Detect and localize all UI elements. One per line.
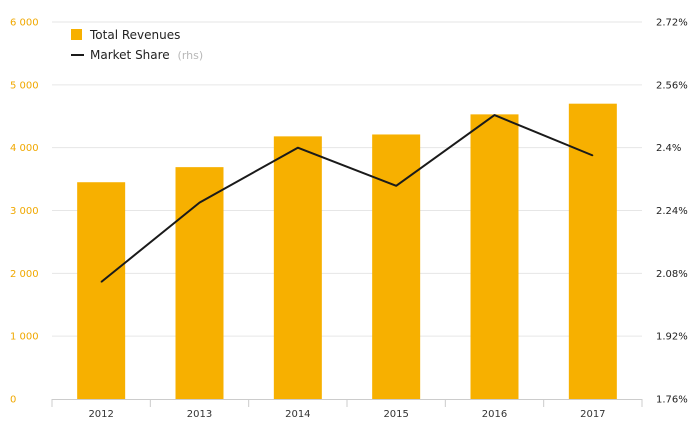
market-share-point-2016 bbox=[494, 114, 495, 116]
right-tick-label: 2.4% bbox=[656, 143, 681, 154]
market-share-point-2015 bbox=[395, 185, 397, 187]
market-share-point-2013 bbox=[199, 202, 200, 204]
bar-2012 bbox=[77, 182, 126, 399]
left-tick-label: 6 000 bbox=[10, 18, 39, 29]
legend-label-total-revenues: Total Revenues bbox=[89, 28, 180, 42]
right-tick-label: 1.76% bbox=[656, 395, 688, 406]
left-tick-label: 3 000 bbox=[10, 206, 39, 217]
right-tick-label: 2.08% bbox=[656, 269, 688, 280]
x-axis: 2012 2013 2014 2015 2016 2017 bbox=[51, 399, 643, 420]
bar-series-total-revenues bbox=[77, 103, 617, 400]
x-tick-label: 2015 bbox=[383, 409, 408, 420]
market-share-point-2014 bbox=[297, 147, 299, 149]
legend-label-market-share-note: (rhs) bbox=[178, 49, 204, 62]
left-tick-label: 2 000 bbox=[10, 269, 39, 280]
left-axis-ticks: 0 1 000 2 000 3 000 4 000 5 000 6 000 bbox=[10, 18, 39, 406]
bar-2016 bbox=[470, 114, 519, 400]
left-tick-label: 0 bbox=[10, 395, 16, 406]
right-axis-ticks: 1.76% 1.92% 2.08% 2.24% 2.4% 2.56% 2.72% bbox=[656, 18, 688, 406]
market-share-point-2012 bbox=[100, 281, 102, 283]
x-tick-label: 2013 bbox=[187, 409, 212, 420]
right-tick-label: 2.72% bbox=[656, 18, 688, 29]
market-share-line bbox=[100, 114, 594, 283]
legend-label-market-share-name: Market Share bbox=[90, 48, 170, 62]
left-tick-label: 1 000 bbox=[10, 332, 39, 343]
line-series-market-share bbox=[100, 114, 594, 283]
left-tick-label: 5 000 bbox=[10, 80, 39, 91]
right-tick-label: 1.92% bbox=[656, 332, 688, 343]
bar-2013 bbox=[175, 167, 224, 399]
x-tick-label: 2012 bbox=[88, 409, 113, 420]
grid-lines bbox=[52, 21, 642, 337]
x-tick-label: 2017 bbox=[580, 409, 605, 420]
x-tick-label: 2016 bbox=[482, 409, 507, 420]
market-share-point-2017 bbox=[592, 155, 594, 157]
legend: Total Revenues Market Share (rhs) bbox=[71, 28, 203, 62]
right-tick-label: 2.24% bbox=[656, 206, 688, 217]
legend-label-market-share: Market Share (rhs) bbox=[90, 48, 203, 62]
legend-swatch-total-revenues bbox=[71, 29, 82, 40]
left-tick-label: 4 000 bbox=[10, 143, 39, 154]
right-tick-label: 2.56% bbox=[656, 80, 688, 91]
bar-2014 bbox=[273, 136, 322, 399]
bar-2017 bbox=[568, 103, 617, 399]
x-tick-label: 2014 bbox=[285, 409, 310, 420]
